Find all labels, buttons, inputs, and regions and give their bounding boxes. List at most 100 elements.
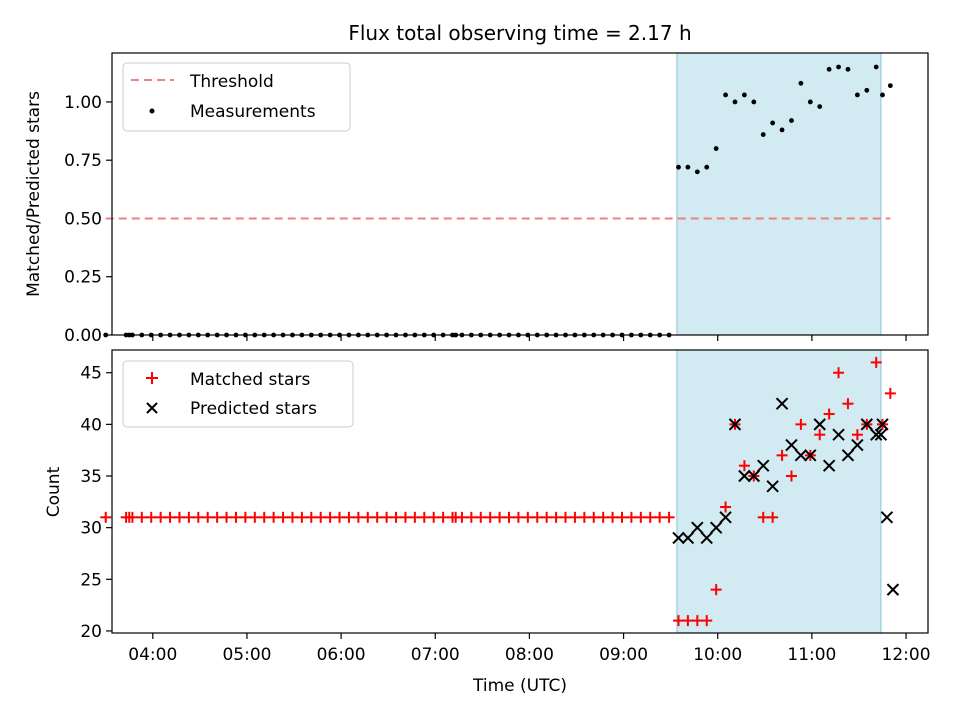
predicted-star-marker (860, 418, 874, 431)
matched-star-marker (164, 511, 176, 523)
legend-threshold-label: Threshold (189, 72, 274, 92)
measurement-point (685, 164, 691, 170)
matched-star-marker (776, 449, 788, 461)
bottom-y-tick-label: 45 (80, 364, 102, 384)
matched-star-marker (512, 511, 524, 523)
bottom-y-tick-label: 20 (80, 622, 102, 642)
matched-star-marker (381, 511, 393, 523)
matched-star-marker (578, 511, 590, 523)
matched-star-marker (192, 511, 204, 523)
measurement-point (723, 92, 728, 98)
predicted-star-marker (870, 428, 883, 441)
chart-title: Flux total observing time = 2.17 h (348, 21, 691, 45)
matched-star-marker (663, 511, 675, 523)
matched-star-marker (249, 511, 261, 523)
matched-star-marker (183, 511, 195, 523)
measurement-point (770, 120, 776, 126)
matched-star-marker (437, 511, 449, 523)
matched-star-marker (682, 615, 694, 627)
measurement-point (854, 92, 860, 98)
legend-predicted-swatch (146, 402, 158, 414)
bottom-y-axis: 20 25 30 35 40 45 (80, 364, 112, 642)
matched-star-marker (522, 511, 534, 523)
predicted-star-marker (709, 521, 723, 534)
measurement-point (751, 99, 757, 105)
measurement-point (789, 118, 794, 123)
matched-star-marker (738, 460, 750, 472)
matched-star-marker (409, 511, 421, 523)
predicted-star-marker (886, 583, 900, 596)
matched-star-marker (155, 511, 167, 523)
matched-star-marker (456, 511, 468, 523)
matched-star-marker (418, 511, 430, 523)
bottom-x-tick-label: 10:00 (693, 645, 742, 665)
measurement-point (873, 64, 879, 70)
matched-star-marker (625, 511, 637, 523)
matched-star-marker (399, 511, 411, 523)
predicted-star-marker (880, 511, 894, 524)
measurement-point (103, 332, 109, 338)
top-y-tick-label: 0.00 (64, 326, 102, 346)
matched-star-marker (371, 511, 383, 523)
matched-star-marker (126, 511, 138, 523)
matched-star-marker (654, 511, 666, 523)
predicted-star-marker (874, 428, 888, 441)
matched-star-marker (239, 511, 251, 523)
legend-matched-label: Matched stars (190, 370, 310, 390)
matched-star-marker (296, 511, 308, 523)
predicted-star-marker (691, 521, 704, 534)
matched-star-marker (569, 511, 581, 523)
measurement-point (779, 127, 785, 133)
matched-star-marker (173, 511, 185, 523)
matched-star-markers (100, 356, 896, 627)
predicted-star-marker (813, 418, 826, 431)
matched-star-marker (607, 511, 619, 523)
matched-star-marker (672, 615, 684, 627)
bottom-x-tick-label: 05:00 (222, 645, 271, 665)
bottom-y-tick-label: 35 (80, 467, 102, 487)
matched-star-marker (814, 429, 826, 441)
measurement-point (845, 66, 851, 72)
matched-star-marker (550, 511, 562, 523)
top-y-tick-label: 0.50 (64, 209, 102, 229)
matched-star-marker (560, 511, 572, 523)
legend-predicted-label: Predicted stars (190, 399, 317, 419)
matched-star-marker (221, 511, 233, 523)
legend-matched-swatch (146, 372, 158, 384)
matched-star-marker (202, 511, 214, 523)
measurement-point (704, 164, 710, 170)
measurement-point (864, 87, 870, 93)
matched-star-marker (268, 511, 280, 523)
matched-star-marker (635, 511, 647, 523)
matched-star-marker (230, 511, 242, 523)
matched-star-marker (644, 511, 656, 523)
matched-star-marker (286, 511, 298, 523)
matched-star-marker (334, 511, 346, 523)
measurement-point (880, 92, 885, 98)
bottom-x-tick-label: 04:00 (128, 645, 177, 665)
matched-star-marker (362, 511, 374, 523)
predicted-star-marker (804, 449, 817, 462)
predicted-star-marker (728, 418, 742, 431)
matched-star-marker (315, 511, 327, 523)
bottom-panel: 20 25 30 35 40 45 04:00 05:00 06:00 07:00 08:00 09… (44, 349, 931, 696)
matched-star-marker (851, 429, 863, 441)
predicted-star-marker (747, 469, 761, 483)
matched-star-marker (428, 511, 440, 523)
matched-star-marker (541, 511, 553, 523)
matched-star-marker (870, 356, 882, 368)
bottom-y-tick-label: 25 (80, 570, 102, 590)
matched-star-marker (757, 511, 769, 523)
measurement-point (807, 99, 813, 105)
measurement-point (836, 64, 841, 70)
matched-star-marker (145, 511, 157, 523)
measurement-point (713, 146, 719, 151)
predicted-star-marker (719, 511, 732, 524)
predicted-star-marker (681, 531, 695, 545)
top-y-axis-label: Matched/Predicted stars (24, 91, 44, 297)
matched-star-marker (597, 511, 609, 523)
bottom-x-tick-label: 09:00 (599, 645, 648, 665)
x-axis-label: Time (UTC) (472, 676, 567, 696)
matched-star-marker (842, 398, 854, 410)
